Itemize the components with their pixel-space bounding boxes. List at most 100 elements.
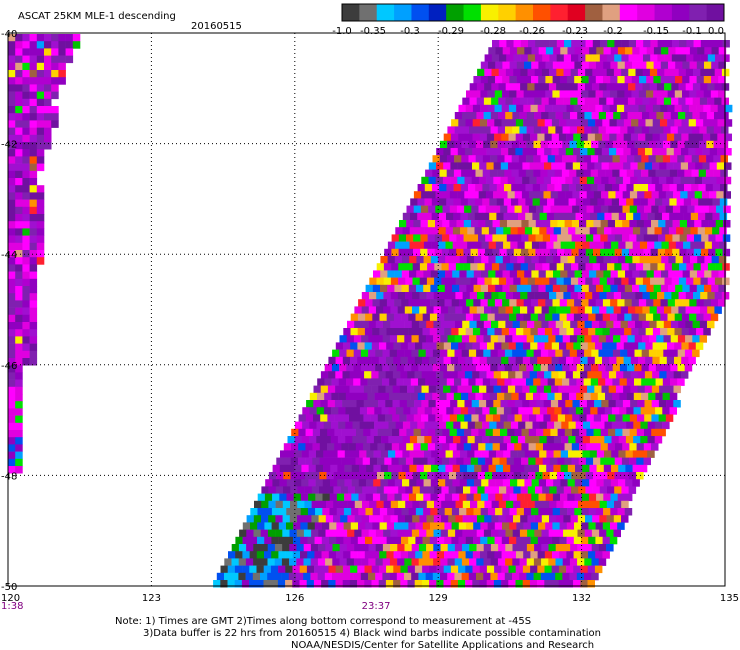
- swath-cell: [626, 169, 635, 178]
- swath-cell: [319, 486, 327, 494]
- swath-cell: [460, 184, 469, 192]
- swath-cell: [469, 544, 477, 552]
- swath-cell: [679, 263, 687, 271]
- swath-cell: [483, 112, 492, 120]
- swath-cell: [386, 313, 395, 322]
- swath-cell: [526, 378, 534, 386]
- swath-cell: [308, 450, 317, 458]
- swath-cell: [621, 292, 629, 300]
- swath-cell: [404, 320, 413, 329]
- swath-cell: [493, 400, 501, 408]
- swath-cell: [700, 263, 709, 271]
- swath-cell: [561, 392, 570, 401]
- swath-cell: [568, 198, 577, 206]
- swath-cell: [694, 234, 702, 242]
- swath-cell: [683, 241, 691, 250]
- swath-cell: [478, 191, 487, 199]
- swath-cell: [495, 493, 503, 502]
- swath-cell: [643, 40, 651, 48]
- swath-cell: [15, 343, 23, 352]
- swath-cell: [473, 313, 481, 322]
- swath-cell: [624, 493, 633, 502]
- swath-cell: [389, 364, 397, 372]
- swath-cell: [344, 479, 352, 487]
- swath-cell: [657, 277, 665, 286]
- swath-cell: [480, 90, 488, 98]
- swath-cell: [328, 356, 336, 365]
- swath-cell: [578, 40, 586, 48]
- swath-cell: [467, 464, 475, 473]
- swath-cell: [285, 536, 294, 545]
- swath-cell: [502, 270, 511, 278]
- swath-cell: [382, 558, 391, 566]
- swath-cell: [494, 313, 503, 322]
- swath-cell: [538, 479, 547, 487]
- swath-cell: [599, 306, 607, 314]
- swath-cell: [457, 580, 466, 588]
- swath-cell: [345, 392, 354, 401]
- swath-cell: [494, 536, 503, 545]
- swath-cell: [478, 428, 486, 437]
- swath-cell: [36, 113, 45, 121]
- swath-cell: [660, 299, 668, 307]
- swath-cell: [390, 500, 399, 509]
- swath-cell: [608, 205, 616, 214]
- swath-cell: [546, 256, 554, 264]
- swath-cell: [549, 40, 558, 48]
- swath-cell: [569, 155, 577, 163]
- swath-cell: [345, 407, 353, 415]
- swath-cell: [687, 205, 695, 214]
- swath-cell: [357, 356, 365, 365]
- swath-cell: [581, 508, 589, 516]
- swath-cell: [618, 256, 626, 264]
- swath-cell: [384, 443, 393, 451]
- swath-cell: [457, 191, 465, 199]
- swath-cell: [407, 580, 415, 588]
- swath-cell: [447, 558, 455, 566]
- swath-cell: [549, 54, 557, 62]
- swath-cell: [420, 220, 429, 228]
- swath-cell: [409, 227, 418, 235]
- swath-cell: [250, 522, 258, 530]
- swath-cell: [402, 256, 410, 264]
- swath-cell: [15, 422, 23, 431]
- swath-cell: [242, 522, 251, 530]
- swath-cell: [578, 234, 587, 242]
- swath-cell: [413, 220, 421, 228]
- swath-cell: [51, 48, 59, 56]
- swath-cell: [659, 133, 668, 142]
- swath-cell: [624, 90, 632, 98]
- swath-cell: [538, 270, 547, 278]
- swath-cell: [356, 414, 364, 422]
- swath-cell: [618, 450, 626, 458]
- swath-cell: [500, 414, 508, 422]
- swath-cell: [636, 205, 645, 214]
- swath-cell: [657, 68, 665, 77]
- swath-cell: [625, 47, 633, 55]
- swath-cell: [589, 47, 597, 55]
- swath-cell: [613, 97, 621, 106]
- swath-cell: [685, 83, 694, 91]
- swath-cell: [504, 364, 513, 372]
- swath-cell: [718, 270, 727, 278]
- swath-cell: [523, 328, 531, 336]
- swath-cell: [591, 97, 600, 106]
- swath-cell: [538, 76, 546, 84]
- swath-cell: [375, 364, 383, 372]
- swath-cell: [511, 184, 519, 192]
- swath-cell: [390, 306, 398, 314]
- swath-cell: [465, 536, 474, 545]
- swath-cell: [36, 149, 45, 157]
- swath-cell: [655, 378, 664, 386]
- swath-cell: [311, 486, 320, 494]
- swath-cell: [487, 299, 496, 307]
- swath-cell: [464, 414, 472, 422]
- swath-cell: [635, 306, 643, 314]
- swath-cell: [501, 580, 509, 588]
- swath-cell: [558, 580, 567, 588]
- swath-cell: [675, 47, 683, 55]
- swath-cell: [523, 551, 531, 559]
- swath-cell: [361, 306, 370, 314]
- swath-cell: [366, 450, 374, 458]
- swath-cell: [563, 83, 571, 91]
